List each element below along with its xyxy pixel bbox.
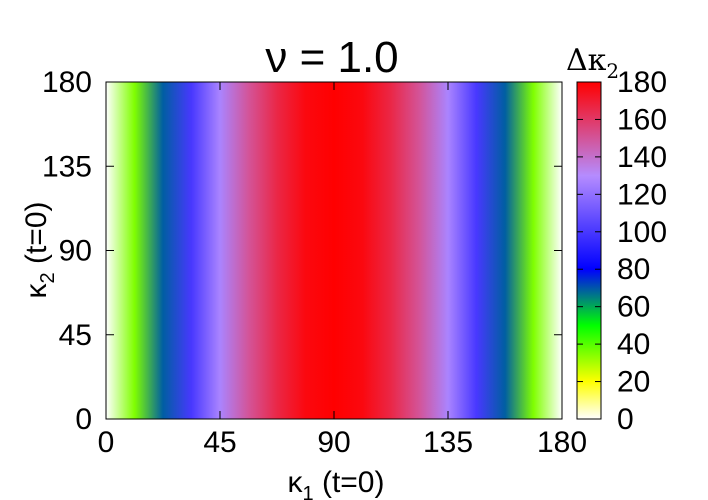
y-tick-label: 45 (59, 319, 92, 352)
y-tick-label: 90 (59, 235, 92, 268)
colorbar-tick-label: 140 (617, 141, 667, 174)
y-tick-label: 180 (42, 66, 92, 99)
colorbar-ticks: 0 20 40 60 80 100 120 140 160 180 (577, 66, 667, 436)
x-axis-label: κ1 (t=0) (288, 466, 385, 500)
x-tick-label: 90 (317, 426, 350, 459)
y-tick-label: 135 (42, 150, 92, 183)
x-tick-label: 45 (203, 426, 236, 459)
colorbar-tick-label: 60 (617, 291, 650, 324)
x-tick-label: 135 (423, 426, 473, 459)
y-axis-label: κ2 (t=0) (20, 202, 59, 299)
x-tick-label: 180 (537, 426, 587, 459)
colorbar-tick-label: 180 (617, 66, 667, 99)
y-axis-ticks: 0 45 90 135 180 (42, 66, 562, 436)
colorbar-tick-label: 160 (617, 103, 667, 136)
colorbar-tick-label: 80 (617, 253, 650, 286)
colorbar-label: Δκ2 (566, 43, 619, 83)
colorbar-tick-label: 100 (617, 216, 667, 249)
x-tick-label: 0 (98, 426, 115, 459)
colorbar (577, 82, 601, 419)
colorbar-tick-label: 120 (617, 178, 667, 211)
colorbar-frame (576, 81, 602, 420)
heatmap-field (106, 82, 562, 419)
colorbar-tick-label: 20 (617, 366, 650, 399)
colorbar-tick-label: 0 (617, 403, 634, 436)
y-tick-label: 0 (75, 403, 92, 436)
x-axis-ticks: 0 45 90 135 180 (98, 82, 587, 459)
colorbar-tick-label: 40 (617, 328, 650, 361)
chart-title: ν = 1.0 (265, 33, 398, 82)
